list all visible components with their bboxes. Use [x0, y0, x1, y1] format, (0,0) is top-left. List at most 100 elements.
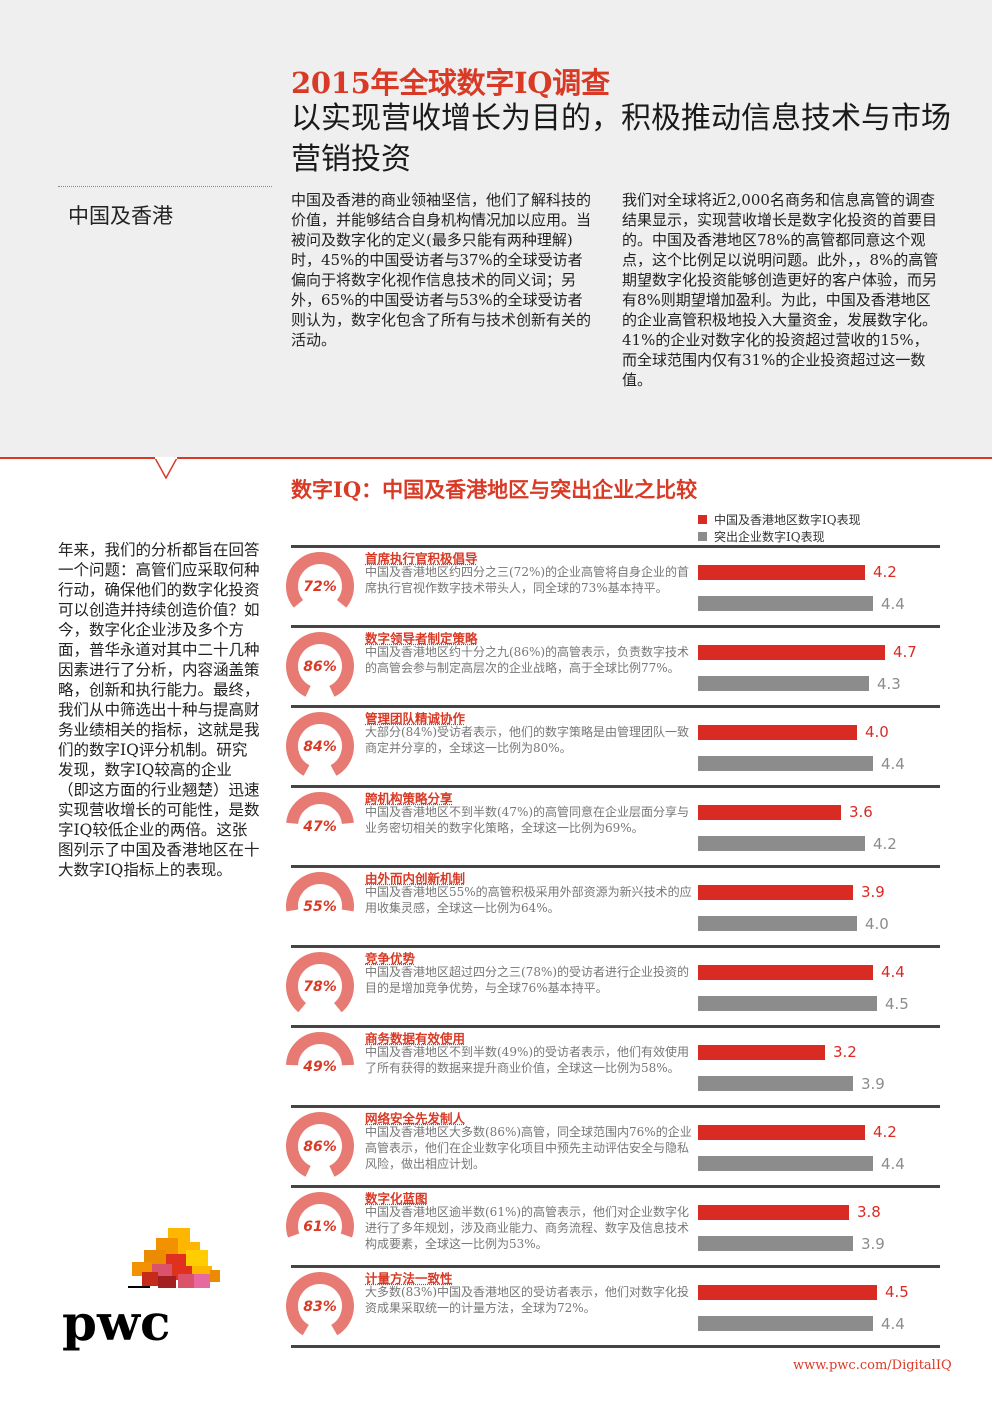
website-link[interactable]: www.pwc.com/DigitalIQ — [793, 1358, 952, 1373]
chart-row: 78% 竞争优势 中国及香港地区超过四分之三(78%)的受访者进行企业投资的目的是增… — [286, 945, 940, 1026]
percent-ring-arc — [286, 952, 354, 1013]
percent-ring-arc — [286, 552, 354, 608]
chart-row: 86% 网络安全先发制人 中国及香港地区大多数(86%)高管，同全球范围内76%的企… — [286, 1105, 940, 1186]
bar-top-performer-label: 4.2 — [873, 835, 897, 853]
chart-row: 72% 首席执行官积极倡导 中国及香港地区约四分之三(72%)的企业高管将自身企业的… — [286, 545, 940, 626]
percent-ring-arc — [286, 792, 354, 825]
bar-top-performer-label: 3.9 — [861, 1235, 885, 1253]
percent-ring: 49% — [286, 1032, 354, 1075]
section-divider — [0, 457, 992, 459]
row-heading: 管理团队精诚协作 — [365, 711, 466, 726]
bar-top-performer — [698, 836, 865, 851]
row-heading: 跨机构策略分享 — [365, 791, 453, 806]
bar-cn-label: 4.7 — [893, 643, 917, 661]
bar-cn — [698, 805, 841, 820]
bar-cn-label: 3.6 — [849, 803, 873, 821]
percent-ring-label: 55% — [303, 899, 337, 915]
region-label: 中国及香港 — [68, 204, 173, 228]
percent-ring: 86% — [286, 632, 354, 697]
intro-paragraph-1: 中国及香港的商业领袖坚信，他们了解科技的价值，并能够结合自身机构情况加以应用。当… — [291, 191, 592, 349]
row-heading: 由外而内创新机制 — [365, 871, 466, 886]
bar-cn — [698, 965, 873, 980]
chart-title: 数字IQ：中国及香港地区与突出企业之比较 — [291, 477, 698, 502]
bar-top-performer-label: 4.5 — [885, 995, 909, 1013]
bar-cn-label: 3.2 — [833, 1043, 857, 1061]
percent-ring: 86% — [286, 1112, 354, 1177]
row-description: 大部分(84%)受访者表示，他们的数字策略是由管理团队一致商定并分享的，全球这一… — [365, 725, 690, 755]
bar-top-performer — [698, 676, 869, 691]
bar-top-performer-label: 4.4 — [881, 1315, 905, 1333]
percent-ring-label: 78% — [303, 979, 337, 995]
chart-row: 49% 商务数据有效使用 中国及香港地区不到半数(49%)的受访者表示，他们有效使用… — [286, 1025, 940, 1106]
percent-ring-arc — [286, 1032, 354, 1066]
report-title: 2015年全球数字IQ调查 — [291, 66, 610, 100]
bar-cn — [698, 565, 865, 580]
bar-top-performer — [698, 1236, 853, 1251]
bar-top-performer — [698, 1076, 853, 1091]
legend-label-cn: 中国及香港地区数字IQ表现 — [714, 513, 861, 527]
percent-ring-label: 84% — [303, 739, 337, 755]
percent-ring: 72% — [286, 552, 354, 608]
percent-ring-arc — [286, 1112, 354, 1177]
bar-top-performer-label: 4.4 — [881, 595, 905, 613]
percent-ring-arc — [286, 712, 354, 776]
bar-top-performer — [698, 916, 857, 931]
bar-cn — [698, 1285, 877, 1300]
row-heading: 数字化蓝图 — [365, 1191, 428, 1206]
bar-cn-label: 4.5 — [885, 1283, 909, 1301]
row-description: 中国及香港地区55%的高管积极采用外部资源为新兴技术的应用收集灵感，全球这一比例… — [365, 885, 692, 915]
bar-cn-label: 3.8 — [857, 1203, 881, 1221]
bar-top-performer-label: 4.4 — [881, 1155, 905, 1173]
pwc-logo: pwc — [60, 1228, 230, 1358]
chart-bottom-rule — [291, 1345, 940, 1348]
row-description: 中国及香港地区约十分之九(86%)的高管表示，负责数字技术的高管会参与制定高层次… — [365, 645, 690, 675]
bar-cn-label: 4.2 — [873, 1123, 897, 1141]
bar-top-performer — [698, 596, 873, 611]
percent-ring-arc — [286, 872, 354, 912]
bar-cn — [698, 1205, 849, 1220]
chart-row: 61% 数字化蓝图 中国及香港地区逾半数(61%)的高管表示，他们对企业数字化进行了… — [286, 1185, 940, 1266]
bar-cn-label: 4.4 — [881, 963, 905, 981]
chart-row: 47% 跨机构策略分享 中国及香港地区不到半数(47%)的高管同意在企业层面分享与业… — [286, 785, 940, 866]
bar-cn — [698, 645, 885, 660]
row-description: 中国及香港地区逾半数(61%)的高管表示，他们对企业数字化进行了多年规划，涉及商… — [365, 1205, 690, 1251]
chart-row: 83% 计量方法一致性 大多数(83%)中国及香港地区的受访者表示，他们对数字化投资… — [286, 1265, 940, 1346]
row-description: 中国及香港地区大多数(86%)高管，同全球范围内76%的企业高管表示，他们在企业… — [365, 1125, 692, 1171]
row-description: 大多数(83%)中国及香港地区的受访者表示，他们对数字化投资成果采取统一的计量方… — [365, 1285, 690, 1315]
row-heading: 数字领导者制定策略 — [365, 631, 478, 646]
bar-cn — [698, 1045, 825, 1060]
chart-row: 86% 数字领导者制定策略 中国及香港地区约十分之九(86%)的高管表示，负责数字技… — [286, 625, 940, 706]
bar-cn — [698, 725, 857, 740]
row-description: 中国及香港地区不到半数(47%)的高管同意在企业层面分享与业务密切相关的数字化策… — [365, 805, 690, 835]
legend-item-cn: 中国及香港地区数字IQ表现 — [698, 511, 861, 528]
percent-ring: 47% — [286, 792, 354, 835]
sidebar-text: 年来，我们的分析都旨在回答一个问题：高管们应采取何种行动，确保他们的数字化投资可… — [58, 541, 260, 879]
bar-top-performer — [698, 756, 873, 771]
percent-ring-arc — [286, 1192, 354, 1238]
percent-ring-label: 49% — [302, 1059, 337, 1075]
region-divider — [58, 186, 272, 187]
bar-cn-label: 4.0 — [865, 723, 889, 741]
intro-paragraph-2: 我们对全球将近2,000名商务和信息高管的调查结果显示，实现营收增长是数字化投资… — [622, 191, 939, 389]
chart-row: 84% 管理团队精诚协作 大部分(84%)受访者表示，他们的数字策略是由管理团队一致… — [286, 705, 940, 786]
percent-ring: 78% — [286, 952, 354, 1013]
percent-ring-label: 47% — [302, 819, 337, 835]
chart-row: 55% 由外而内创新机制 中国及香港地区55%的高管积极采用外部资源为新兴技术的应用… — [286, 865, 940, 946]
row-heading: 首席执行官积极倡导 — [365, 551, 478, 566]
percent-ring-label: 86% — [303, 1139, 337, 1155]
bar-top-performer — [698, 1316, 873, 1331]
row-heading: 竞争优势 — [365, 951, 416, 966]
percent-ring-label: 72% — [303, 579, 337, 595]
row-description: 中国及香港地区约四分之三(72%)的企业高管将自身企业的首席执行官视作数字技术带… — [365, 565, 690, 595]
percent-ring: 83% — [286, 1272, 354, 1336]
bar-cn — [698, 1125, 865, 1140]
row-description: 中国及香港地区超过四分之三(78%)的受访者进行企业投资的目的是增加竞争优势，与… — [365, 965, 690, 995]
row-heading: 计量方法一致性 — [365, 1271, 453, 1286]
pwc-logo-text: pwc — [62, 1293, 170, 1352]
percent-ring-label: 86% — [303, 659, 337, 675]
bar-top-performer-label: 4.3 — [877, 675, 901, 693]
percent-ring: 84% — [286, 712, 354, 776]
bar-cn-label: 4.2 — [873, 563, 897, 581]
bar-cn-label: 3.9 — [861, 883, 885, 901]
legend-swatch-top — [698, 532, 707, 541]
